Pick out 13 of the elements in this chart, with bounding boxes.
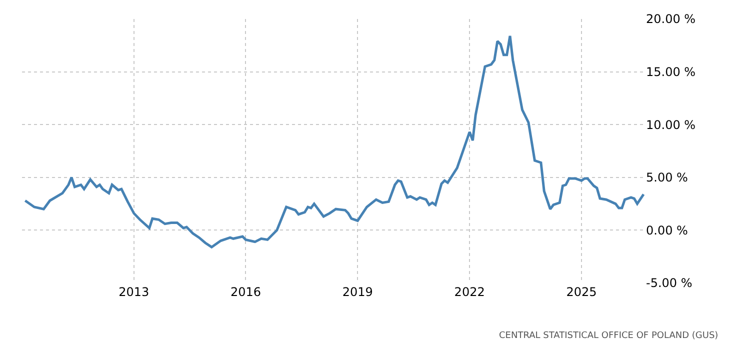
- x-tick-label: 2013: [118, 285, 150, 299]
- y-tick-label: 0.00 %: [646, 223, 688, 238]
- x-tick-label: 2019: [342, 285, 373, 299]
- y-tick-label: 5.00 %: [646, 170, 688, 185]
- x-tick-label: 2016: [230, 285, 262, 299]
- y-tick-label: 20.00 %: [646, 12, 696, 26]
- line-series: [24, 34, 645, 248]
- text: CENTRAL STATISTICAL OFFICE OF POLAND (GUS): [499, 331, 718, 340]
- y-tick-label: 10.00 %: [646, 118, 696, 132]
- x-tick-label: 2022: [454, 285, 485, 299]
- y-tick-label: -5.00 %: [646, 276, 692, 290]
- x-tick-label: 2025: [566, 285, 597, 299]
- y-tick-label: 15.00 %: [646, 65, 696, 79]
